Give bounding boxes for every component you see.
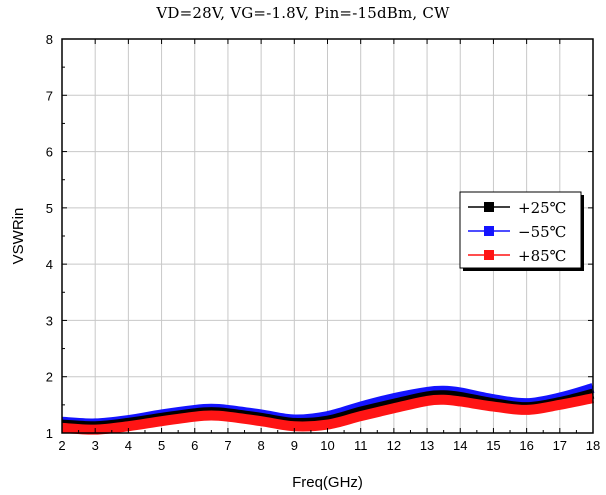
y-tick-label: 8	[46, 32, 53, 47]
legend-label: −55℃	[518, 223, 566, 241]
x-tick-label: 17	[553, 438, 567, 453]
legend-label: +85℃	[518, 247, 566, 265]
x-tick-label: 11	[354, 438, 368, 453]
x-tick-label: 12	[387, 438, 401, 453]
series-line	[61, 393, 595, 435]
x-tick-label: 16	[519, 438, 533, 453]
y-tick-label: 6	[46, 145, 53, 160]
x-tick-label: 18	[586, 438, 600, 453]
y-tick-label: 3	[46, 313, 53, 328]
x-tick-label: 6	[191, 438, 198, 453]
x-tick-label: 9	[291, 438, 298, 453]
x-tick-label: 8	[258, 438, 265, 453]
legend-marker	[484, 250, 494, 260]
y-tick-label: 5	[46, 201, 53, 216]
y-tick-label: 1	[46, 426, 53, 441]
x-tick-label: 10	[320, 438, 334, 453]
x-tick-label: 3	[92, 438, 99, 453]
y-axis-title: VSWRin	[10, 208, 27, 265]
x-tick-label: 2	[58, 438, 65, 453]
x-tick-label: 7	[224, 438, 231, 453]
y-tick-label: 2	[46, 370, 53, 385]
x-tick-label: 4	[125, 438, 132, 453]
legend-marker	[484, 226, 494, 236]
x-tick-label: 13	[420, 438, 434, 453]
legend-marker	[484, 202, 494, 212]
x-axis-title: Freq(GHz)	[292, 474, 363, 491]
x-tick-label: 15	[486, 438, 500, 453]
x-tick-label: 14	[453, 438, 467, 453]
chart-title: VD=28V, VG=-1.8V, Pin=-15dBm, CW	[156, 4, 450, 22]
x-tick-label: 5	[158, 438, 165, 453]
legend-label: +25℃	[518, 199, 566, 217]
y-tick-label: 7	[46, 88, 53, 103]
y-tick-label: 4	[46, 257, 53, 272]
